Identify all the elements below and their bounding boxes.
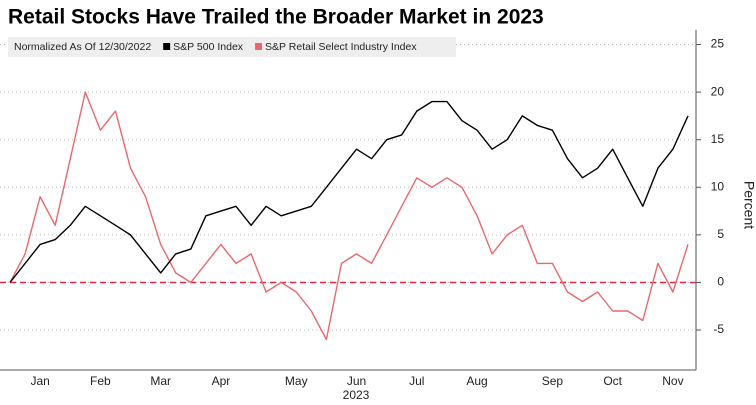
legend-swatch xyxy=(163,43,171,50)
y-tick-label: 0 xyxy=(717,275,724,289)
x-axis-label: 2023 xyxy=(343,388,370,402)
y-tick-label: -5 xyxy=(713,322,724,336)
y-tick-label: 25 xyxy=(711,37,725,51)
x-tick-label: Jul xyxy=(409,374,424,388)
y-tick-label: 20 xyxy=(711,84,725,98)
y-tick-label: 15 xyxy=(711,132,725,146)
legend-label: S&P Retail Select Industry Index xyxy=(265,41,417,53)
x-tick-label: Jan xyxy=(30,374,49,388)
legend: Normalized As Of 12/30/2022 S&P 500 Index… xyxy=(8,37,456,57)
x-tick-label: May xyxy=(285,374,308,388)
x-tick-label: Aug xyxy=(466,374,487,388)
y-tick-label: 10 xyxy=(711,179,725,193)
x-tick-label: Jun xyxy=(347,374,366,388)
x-tick-label: Mar xyxy=(150,374,171,388)
chart-title: Retail Stocks Have Trailed the Broader M… xyxy=(8,6,544,29)
legend-background xyxy=(8,37,456,57)
legend-label: S&P 500 Index xyxy=(173,41,244,53)
x-tick-label: Feb xyxy=(90,374,111,388)
y-tick-label: 5 xyxy=(717,227,724,241)
legend-swatch xyxy=(255,43,263,50)
x-tick-label: Oct xyxy=(603,374,622,388)
x-tick-label: Nov xyxy=(662,374,683,388)
x-tick-label: Sep xyxy=(542,374,564,388)
y-axis-label: Percent xyxy=(741,181,756,229)
x-tick-label: Apr xyxy=(212,374,231,388)
legend-title: Normalized As Of 12/30/2022 xyxy=(14,41,151,53)
series-line xyxy=(9,91,689,341)
series-line xyxy=(9,100,689,283)
